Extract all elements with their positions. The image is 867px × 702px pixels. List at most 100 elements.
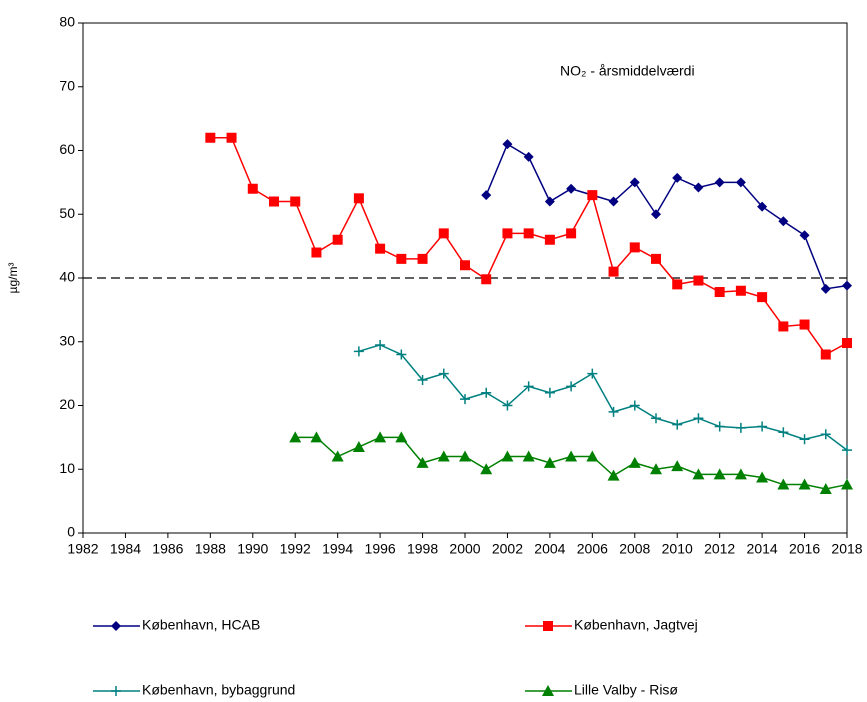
x-tick-label: 1984	[110, 541, 141, 557]
y-axis-label: µg/m³	[6, 263, 20, 294]
y-tick-label: 40	[59, 269, 75, 285]
marker	[460, 394, 470, 405]
marker	[651, 209, 661, 220]
marker	[523, 151, 534, 162]
legend-label: Lille Valby - Risø	[574, 682, 678, 698]
marker	[820, 283, 831, 294]
marker	[735, 422, 746, 433]
marker	[842, 338, 852, 349]
marker	[544, 234, 555, 245]
marker	[735, 285, 746, 296]
marker	[310, 431, 323, 443]
marker	[417, 253, 428, 264]
marker	[290, 196, 301, 207]
y-tick-label: 10	[59, 460, 75, 476]
marker	[374, 431, 387, 443]
marker	[375, 243, 386, 254]
marker	[480, 463, 493, 475]
marker	[395, 431, 408, 443]
marker	[757, 292, 768, 303]
marker	[502, 228, 513, 239]
marker	[735, 177, 746, 188]
marker	[502, 400, 513, 411]
marker	[778, 216, 789, 227]
marker	[692, 468, 705, 480]
marker	[247, 183, 258, 194]
marker	[798, 478, 811, 490]
x-tick-label: 1982	[67, 541, 98, 557]
marker	[693, 182, 704, 193]
marker	[608, 266, 619, 277]
x-tick-label: 2004	[534, 541, 565, 557]
marker	[693, 413, 704, 424]
marker	[523, 228, 534, 239]
marker	[566, 381, 577, 392]
x-tick-label: 2010	[662, 541, 693, 557]
x-tick-label: 2002	[492, 541, 523, 557]
marker	[672, 419, 683, 430]
series-line	[210, 137, 848, 356]
marker	[757, 421, 768, 432]
marker	[629, 242, 640, 253]
legend-label: København, HCAB	[142, 617, 260, 633]
marker	[651, 413, 661, 424]
y-tick-label: 50	[59, 205, 75, 221]
marker	[375, 339, 386, 350]
marker	[756, 471, 769, 483]
x-tick-label: 2008	[619, 541, 650, 557]
marker	[460, 260, 470, 271]
marker	[820, 429, 831, 440]
legend-marker	[111, 621, 121, 631]
legend-marker	[542, 685, 554, 696]
marker	[629, 400, 640, 411]
marker	[587, 190, 598, 201]
y-tick-label: 70	[59, 77, 75, 93]
marker	[481, 190, 492, 201]
marker	[269, 196, 279, 207]
marker	[714, 421, 725, 432]
marker	[396, 253, 407, 264]
marker	[565, 450, 578, 462]
y-tick-label: 80	[59, 14, 75, 30]
legend-marker	[543, 621, 553, 631]
marker	[311, 247, 322, 258]
marker	[289, 431, 302, 443]
marker	[651, 253, 661, 264]
marker	[693, 275, 704, 286]
marker	[544, 196, 555, 207]
marker	[819, 483, 832, 495]
x-tick-label: 2012	[704, 541, 735, 557]
marker	[437, 450, 450, 462]
marker	[586, 450, 599, 462]
marker	[438, 368, 449, 379]
marker	[842, 445, 852, 456]
marker	[714, 177, 725, 188]
marker	[714, 287, 725, 298]
marker	[608, 406, 619, 417]
legend-marker	[111, 686, 121, 696]
x-tick-label: 2018	[831, 541, 862, 557]
y-tick-label: 30	[59, 332, 75, 348]
marker	[820, 349, 831, 360]
marker	[459, 450, 471, 462]
marker	[777, 478, 790, 490]
marker	[481, 274, 492, 285]
marker	[842, 280, 852, 291]
x-tick-label: 1988	[195, 541, 226, 557]
y-tick-label: 0	[67, 524, 75, 540]
x-tick-label: 2000	[449, 541, 480, 557]
marker	[650, 463, 662, 475]
marker	[628, 456, 641, 468]
marker	[352, 440, 365, 452]
legend-label: København, Jagtvej	[574, 617, 698, 633]
marker	[523, 381, 534, 392]
marker	[331, 450, 344, 462]
marker	[353, 346, 364, 357]
y-tick-label: 20	[59, 396, 75, 412]
y-tick-label: 60	[59, 141, 75, 157]
marker	[799, 434, 810, 445]
marker	[226, 132, 237, 143]
marker	[543, 456, 556, 468]
series-line	[358, 344, 848, 451]
